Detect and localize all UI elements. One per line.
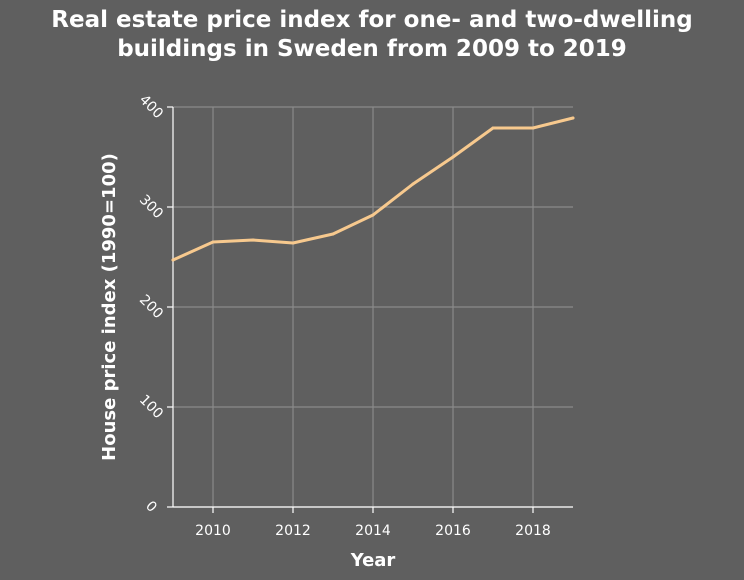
x-tick-label: 2016 (435, 523, 471, 539)
data-point (531, 126, 535, 130)
x-tick-label: 2012 (275, 523, 311, 539)
data-point (291, 241, 295, 245)
data-point (171, 258, 175, 262)
y-tick-label: 300 (136, 192, 166, 222)
data-series (171, 116, 575, 262)
y-tick-label: 400 (136, 92, 166, 122)
data-point (411, 182, 415, 186)
chart-title: Real estate price index for one- and two… (0, 6, 744, 64)
data-point (331, 232, 335, 236)
tick-labels: 2010 2012 2014 2016 2018 0 100 200 300 400 (136, 92, 551, 539)
grid-lines (173, 106, 573, 508)
x-axis-label: Year (350, 550, 396, 571)
data-point (251, 238, 255, 242)
x-tick-label: 2018 (515, 523, 551, 539)
data-point (451, 155, 455, 159)
data-point (371, 213, 375, 217)
x-tick-label: 2014 (355, 523, 391, 539)
y-tick-label: 0 (142, 498, 160, 516)
data-point (571, 116, 575, 120)
y-axis-label: House price index (1990=100) (99, 153, 120, 461)
chart-title-line-1: Real estate price index for one- and two… (51, 7, 693, 33)
data-point (491, 126, 495, 130)
y-tick-label: 100 (136, 392, 166, 422)
x-tick-label: 2010 (195, 523, 231, 539)
y-tick-label: 200 (136, 292, 166, 322)
data-point (211, 240, 215, 244)
chart-title-line-2: buildings in Sweden from 2009 to 2019 (117, 36, 627, 62)
